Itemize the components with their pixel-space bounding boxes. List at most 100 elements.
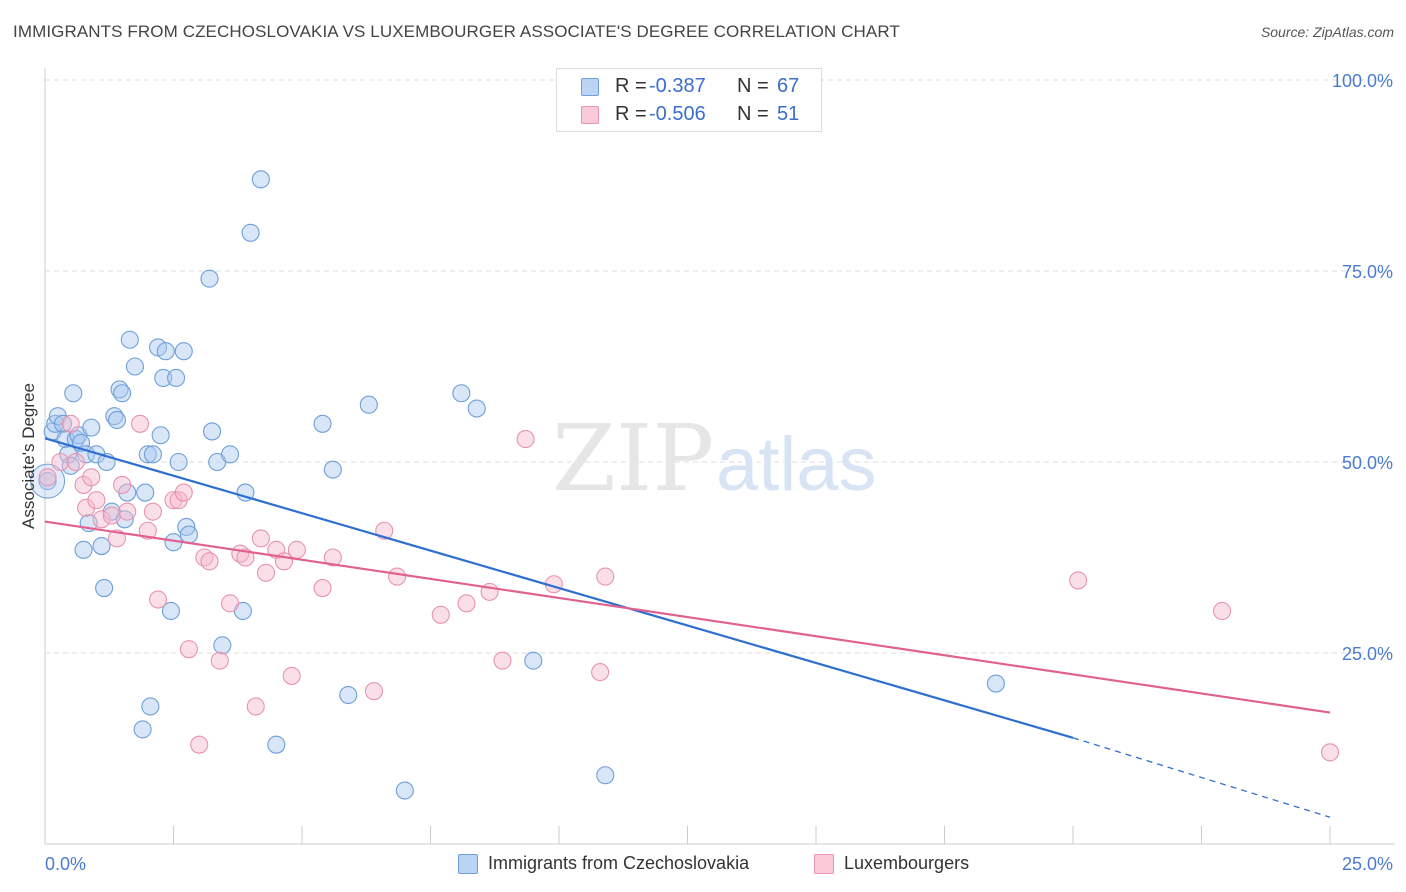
data-point	[1069, 571, 1088, 590]
data-point	[136, 483, 155, 502]
data-point	[236, 548, 255, 567]
data-point	[524, 651, 543, 670]
r-value: -0.506	[649, 103, 706, 125]
legend-label-czechoslovakia: Immigrants from Czechoslovakia	[488, 853, 750, 873]
data-point	[66, 452, 85, 472]
axes	[44, 68, 1395, 845]
blue-swatch-icon	[581, 78, 599, 96]
data-point	[287, 540, 306, 559]
stats-row-luxembourgers: R = -0.506 N = 51	[557, 101, 821, 129]
n-label: N =	[737, 103, 769, 125]
data-point	[38, 468, 57, 487]
series-immigrants-from-czechoslovakia	[30, 170, 1005, 800]
series-luxembourgers	[38, 414, 1340, 762]
data-point	[256, 563, 276, 582]
trend-lines	[44, 437, 1331, 818]
data-point	[1320, 743, 1340, 762]
data-point	[141, 697, 160, 716]
data-point	[251, 529, 270, 548]
data-point	[113, 475, 132, 494]
data-point	[82, 468, 101, 487]
data-point	[452, 384, 471, 403]
data-point	[51, 452, 70, 472]
data-point	[143, 502, 162, 521]
data-point	[154, 368, 173, 388]
data-point	[107, 410, 127, 430]
data-point	[82, 418, 101, 437]
blue-swatch-icon	[458, 854, 478, 874]
data-point	[61, 414, 80, 433]
r-value: -0.387	[649, 75, 706, 97]
data-point	[467, 399, 486, 418]
data-point	[74, 475, 93, 494]
y-tick-label: 25.0%	[1342, 644, 1393, 664]
data-point	[267, 735, 286, 754]
data-point	[200, 552, 219, 571]
chart-title: IMMIGRANTS FROM CZECHOSLOVAKIA VS LUXEMB…	[13, 22, 900, 41]
n-value: 51	[777, 103, 800, 125]
data-point	[200, 269, 219, 288]
data-point	[167, 368, 186, 388]
data-point	[174, 342, 193, 361]
source-label: Source: ZipAtlas.com	[1260, 24, 1394, 40]
data-point	[151, 426, 170, 445]
data-point	[87, 491, 106, 510]
data-point	[133, 720, 152, 739]
data-point	[131, 414, 150, 433]
x-tick-label: 25.0%	[1342, 854, 1393, 874]
r-label: R =	[615, 75, 647, 97]
data-point	[596, 567, 615, 586]
data-point	[213, 636, 232, 655]
data-point	[179, 640, 198, 659]
data-point	[457, 594, 476, 613]
data-point	[339, 685, 358, 705]
data-point	[323, 460, 342, 479]
trend-line-czechoslovakia	[44, 437, 1074, 739]
stats-row-czechoslovakia: R = -0.387 N = 67	[557, 73, 821, 101]
data-point	[395, 781, 414, 800]
data-point	[118, 502, 137, 521]
watermark-zip: ZIP	[552, 405, 714, 512]
watermark-atlas: atlas	[716, 422, 877, 507]
y-tick-label: 100.0%	[1332, 71, 1393, 91]
data-point	[282, 666, 301, 685]
data-point	[246, 697, 265, 716]
data-point	[493, 651, 512, 670]
y-tick-label: 75.0%	[1342, 262, 1393, 282]
trend-line-luxembourgers	[44, 520, 1331, 714]
data-point-large	[30, 463, 66, 499]
data-point	[38, 472, 57, 491]
data-point	[74, 540, 93, 559]
pink-swatch-icon	[581, 106, 599, 124]
data-point	[113, 384, 132, 403]
data-point	[190, 735, 209, 754]
data-point	[313, 414, 332, 433]
n-label: N =	[737, 75, 769, 97]
data-point	[156, 342, 175, 361]
data-point	[1213, 601, 1232, 621]
trend-line-czechoslovakia-extension	[1072, 737, 1331, 818]
data-point	[210, 651, 229, 670]
n-value: 67	[777, 75, 800, 97]
data-point	[120, 330, 139, 349]
data-point	[64, 384, 83, 403]
data-point	[92, 510, 111, 529]
data-point	[388, 567, 407, 586]
data-point	[986, 674, 1005, 693]
data-point	[596, 766, 615, 785]
series-legend: Immigrants from Czechoslovakia Luxembour…	[0, 851, 1406, 879]
data-point	[220, 594, 240, 613]
data-point	[179, 525, 198, 544]
watermark: ZIP atlas	[552, 405, 877, 512]
data-point	[431, 605, 450, 624]
axis-labels: 100.0% 75.0% 50.0% 25.0% 0.0% 25.0%	[45, 71, 1393, 874]
stats-legend: R = -0.387 N = 67 R = -0.506 N = 51	[556, 68, 822, 132]
data-point	[591, 663, 610, 682]
data-point	[92, 536, 111, 556]
data-point	[313, 579, 332, 598]
data-point	[138, 445, 157, 464]
data-point	[169, 452, 188, 472]
data-point	[516, 430, 535, 449]
data-point	[323, 548, 342, 567]
